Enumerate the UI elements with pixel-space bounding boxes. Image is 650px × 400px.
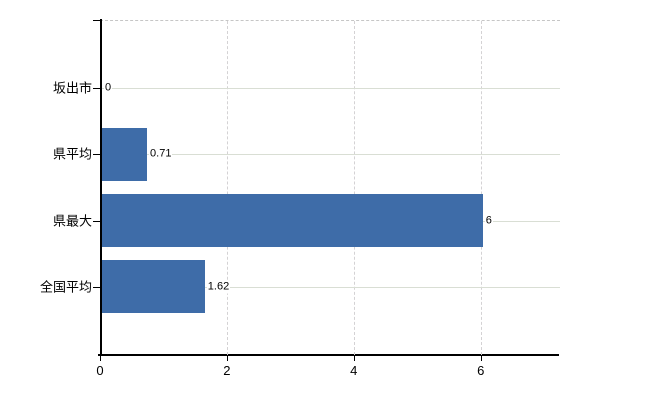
category-label: 県平均 (52, 146, 92, 162)
x-tick-label: 4 (350, 363, 358, 378)
x-tick (480, 356, 482, 361)
v-gridline (480, 21, 482, 355)
y-tick (93, 220, 100, 222)
plot-area (100, 20, 560, 355)
value-label: 0 (104, 81, 113, 95)
category-label: 全国平均 (39, 279, 92, 295)
h-gridline (102, 286, 560, 288)
x-tick-label: 0 (96, 363, 104, 378)
x-tick (100, 356, 101, 361)
category-label: 坂出市 (52, 80, 92, 96)
x-axis (98, 354, 559, 356)
x-tick (226, 356, 228, 361)
y-tick (93, 154, 100, 156)
bar (102, 260, 205, 314)
bar (102, 127, 148, 181)
bar (102, 194, 483, 248)
y-axis (100, 19, 102, 356)
x-tick (353, 356, 355, 361)
x-tick-label: 6 (477, 363, 485, 378)
y-tick (93, 88, 100, 89)
value-label: 6 (484, 214, 493, 228)
h-gridline (102, 154, 560, 156)
value-label: 0.71 (149, 147, 173, 161)
h-gridline (102, 88, 560, 89)
category-label: 県最大 (52, 213, 92, 229)
value-label: 1.62 (206, 280, 231, 294)
v-gridline (226, 21, 228, 355)
x-tick-label: 2 (223, 363, 231, 378)
v-gridline (353, 21, 355, 355)
y-tick (93, 286, 100, 288)
y-axis-top-tick (93, 20, 100, 21)
